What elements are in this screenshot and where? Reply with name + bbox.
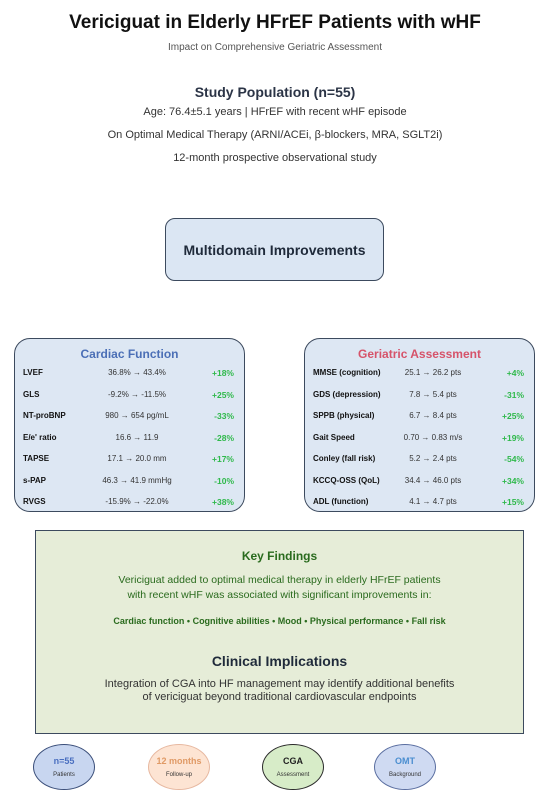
- metric-value: 25.1 → 26.2 pts: [404, 368, 462, 377]
- metric-change: -10%: [214, 475, 234, 486]
- geriatric-row: KCCQ-OSS (QoL) 34.4 → 46.0 pts +34%: [313, 470, 524, 492]
- metric-change: +34%: [502, 475, 524, 486]
- assessment-badge: CGA Assessment: [262, 744, 324, 790]
- key-findings-line: with recent wHF was associated with sign…: [127, 589, 432, 601]
- metric-change: +25%: [212, 389, 234, 400]
- metric-change: +15%: [502, 497, 524, 507]
- geriatric-row: Conley (fall risk) 5.2 → 2.4 pts -54%: [313, 448, 524, 470]
- badge-value: CGA: [283, 756, 303, 766]
- population-design: 12-month prospective observational study: [173, 152, 377, 164]
- cardiac-row: E/e' ratio 16.6 → 11.9 -28%: [23, 427, 234, 449]
- metric-label: MMSE (cognition): [313, 368, 381, 377]
- cardiac-row: NT-proBNP 980 → 654 pg/mL -33%: [23, 405, 234, 427]
- metric-label: s-PAP: [23, 475, 46, 485]
- metric-change: +18%: [212, 368, 234, 378]
- cardiac-row: s-PAP 46.3 → 41.9 mmHg -10%: [23, 470, 234, 492]
- metric-change: +38%: [212, 497, 234, 507]
- page-subtitle: Impact on Comprehensive Geriatric Assess…: [168, 42, 382, 53]
- background-badge: OMT Background: [374, 744, 436, 790]
- metric-label: KCCQ-OSS (QoL): [313, 475, 380, 485]
- geriatric-row: GDS (depression) 7.8 → 5.4 pts -31%: [313, 384, 524, 406]
- key-findings-text: Vericiguat added to optimal medical ther…: [66, 573, 493, 603]
- metric-value: 980 → 654 pg/mL: [105, 411, 169, 420]
- metric-label: Conley (fall risk): [313, 454, 376, 463]
- key-findings-list: Cardiac function • Cognitive abilities •…: [113, 616, 446, 626]
- metric-value: -9.2% → -11.5%: [107, 389, 167, 399]
- badge-value: 12 months: [156, 756, 202, 766]
- geriatric-assessment-title: Geriatric Assessment: [358, 347, 481, 361]
- badge-label: Background: [388, 772, 422, 778]
- metric-value: 0.70 → 0.83 m/s: [403, 432, 463, 442]
- cardiac-row: TAPSE 17.1 → 20.0 mm +17%: [23, 448, 234, 470]
- metric-value: 7.8 → 5.4 pts: [409, 389, 457, 399]
- cardiac-function-title: Cardiac Function: [80, 347, 179, 361]
- key-findings-line: Vericiguat added to optimal medical ther…: [118, 574, 441, 586]
- metric-change: +25%: [502, 411, 524, 421]
- multidomain-label: Multidomain Improvements: [183, 241, 366, 258]
- metric-change: -33%: [214, 411, 234, 421]
- metric-value: 34.4 → 46.0 pts: [404, 475, 462, 485]
- metric-change: +19%: [502, 432, 524, 443]
- cardiac-row: LVEF 36.8% → 43.4% +18%: [23, 362, 234, 384]
- key-findings-title: Key Findings: [241, 549, 318, 563]
- metric-label: GLS: [23, 389, 40, 399]
- metric-change: +17%: [212, 454, 234, 464]
- geriatric-row: SPPB (physical) 6.7 → 8.4 pts +25%: [313, 405, 524, 427]
- metric-change: -31%: [504, 389, 524, 400]
- cardiac-row: GLS -9.2% → -11.5% +25%: [23, 384, 234, 406]
- metric-value: 17.1 → 20.0 mm: [107, 454, 167, 463]
- cardiac-row: RVGS -15.9% → -22.0% +38%: [23, 491, 234, 513]
- population-therapy: On Optimal Medical Therapy (ARNI/ACEi, β…: [107, 129, 443, 141]
- badge-value: OMT: [395, 756, 415, 766]
- metric-label: E/e' ratio: [23, 432, 57, 442]
- metric-label: TAPSE: [23, 454, 50, 463]
- key-findings-box: Key Findings Vericiguat added to optimal…: [35, 530, 524, 734]
- metric-label: Gait Speed: [313, 432, 355, 442]
- geriatric-assessment-panel: Geriatric Assessment MMSE (cognition) 25.…: [304, 338, 535, 512]
- cardiac-function-panel: Cardiac Function LVEF 36.8% → 43.4% +18% G…: [14, 338, 245, 512]
- metric-value: 6.7 → 8.4 pts: [409, 411, 457, 420]
- clinical-implications-text: Integration of CGA into HF management ma…: [56, 678, 503, 704]
- metric-value: 4.1 → 4.7 pts: [409, 497, 457, 506]
- metric-value: -15.9% → -22.0%: [105, 497, 169, 506]
- metric-label: ADL (function): [313, 497, 369, 506]
- page-title: Vericiguat in Elderly HFrEF Patients wit…: [69, 12, 481, 33]
- metric-label: RVGS: [23, 497, 46, 506]
- metric-change: -28%: [214, 432, 234, 443]
- implications-line: of vericiguat beyond traditional cardiov…: [142, 691, 417, 703]
- patients-badge: n=55 Patients: [33, 744, 95, 790]
- clinical-implications-title: Clinical Implications: [211, 653, 348, 669]
- badge-label: Follow-up: [165, 772, 192, 778]
- population-title: Study Population (n=55): [194, 84, 356, 100]
- metric-label: GDS (depression): [313, 389, 381, 399]
- geriatric-row: Gait Speed 0.70 → 0.83 m/s +19%: [313, 427, 524, 449]
- metric-change: -54%: [504, 454, 524, 464]
- metric-label: NT-proBNP: [23, 411, 66, 420]
- metric-value: 36.8% → 43.4%: [108, 368, 166, 377]
- population-age: Age: 76.4±5.1 years | HFrEF with recent …: [143, 106, 407, 118]
- geriatric-row: MMSE (cognition) 25.1 → 26.2 pts +4%: [313, 362, 524, 384]
- metric-label: LVEF: [23, 368, 43, 377]
- metric-value: 46.3 → 41.9 mmHg: [102, 475, 172, 485]
- badge-value: n=55: [53, 756, 75, 766]
- follow-up-badge: 12 months Follow-up: [148, 744, 210, 790]
- metric-value: 16.6 → 11.9: [115, 432, 159, 442]
- multidomain-box: Multidomain Improvements: [165, 218, 384, 281]
- metric-label: SPPB (physical): [313, 411, 375, 420]
- metric-value: 5.2 → 2.4 pts: [409, 454, 457, 463]
- geriatric-row: ADL (function) 4.1 → 4.7 pts +15%: [313, 491, 524, 513]
- badge-label: Patients: [53, 772, 75, 778]
- implications-line: Integration of CGA into HF management ma…: [104, 678, 455, 690]
- badge-label: Assessment: [276, 772, 310, 778]
- metric-change: +4%: [506, 368, 524, 378]
